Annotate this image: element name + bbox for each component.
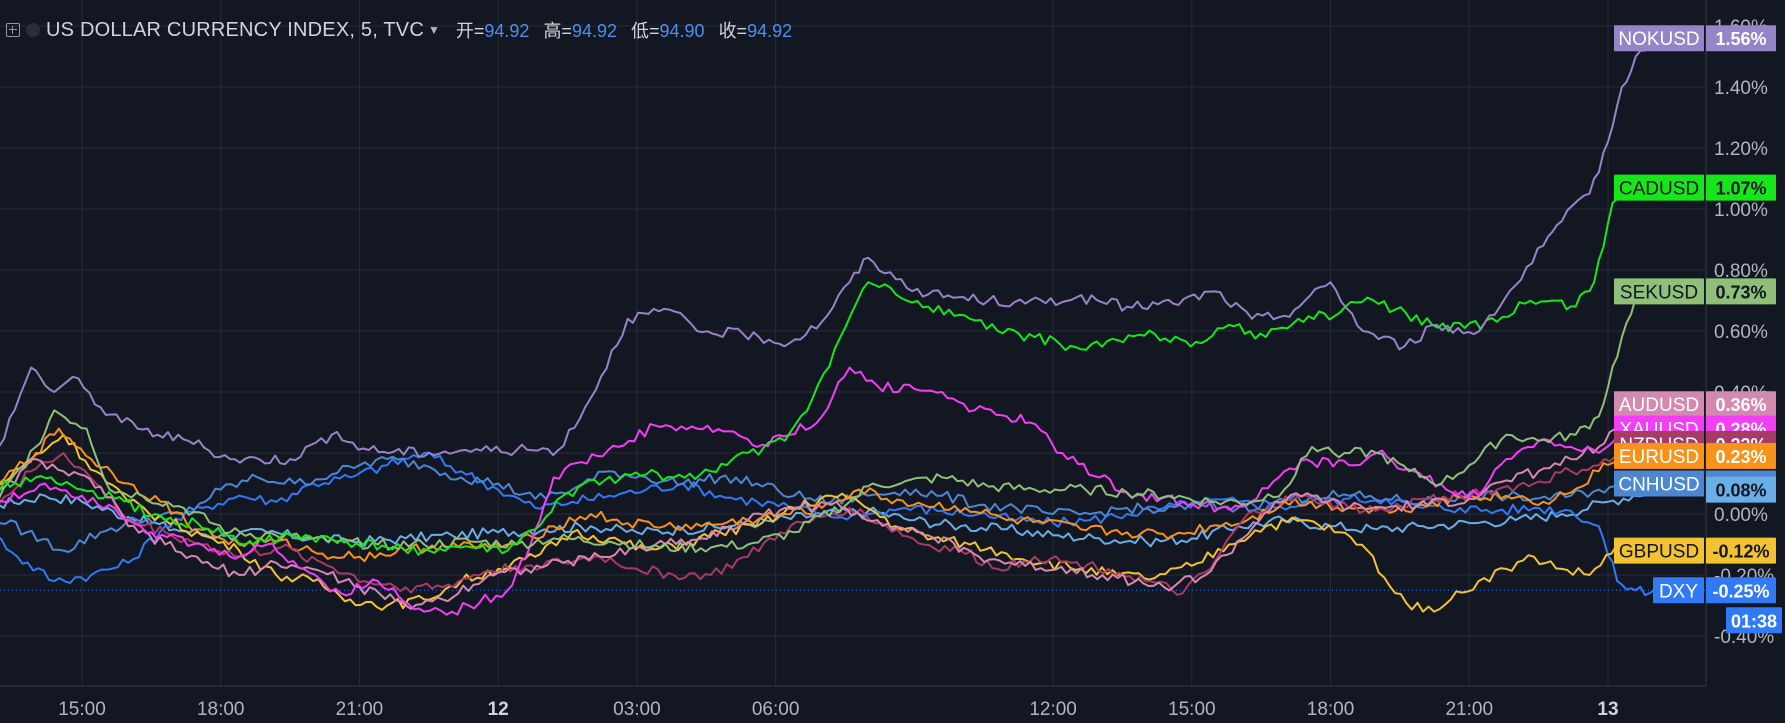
price-label-value: 0.23%: [1715, 447, 1766, 467]
series-line-cadusd: [0, 177, 1656, 556]
expand-icon[interactable]: [6, 23, 20, 37]
price-label-name: SEKUSD: [1620, 282, 1698, 303]
x-tick-label: 18:00: [197, 699, 245, 720]
ohlc-open-label: 开=: [455, 21, 485, 41]
countdown-text: 01:38: [1731, 611, 1777, 631]
ohlc-high-value: 94.92: [571, 21, 617, 41]
price-label-name: NOKUSD: [1618, 29, 1699, 50]
price-label-value: 0.08%: [1715, 481, 1766, 501]
ohlc-close-value: 94.92: [747, 21, 793, 41]
x-tick-label: 03:00: [613, 699, 661, 720]
price-label-name: DXY: [1659, 581, 1698, 602]
x-tick-label: 12: [488, 699, 509, 720]
ohlc-close-label: 收=: [718, 21, 748, 41]
x-tick-label: 21:00: [1445, 699, 1493, 720]
price-label-value: -0.25%: [1712, 581, 1769, 601]
chart-header: US DOLLAR CURRENCY INDEX, 5, TVC ▼ 开=94.…: [6, 18, 792, 42]
series-line-audusd: [0, 403, 1655, 610]
price-label-value: -0.12%: [1712, 542, 1769, 562]
price-label-name: AUDUSD: [1619, 395, 1699, 416]
price-label-sekusd[interactable]: 0.73% SEKUSD: [1614, 278, 1776, 305]
y-tick-label: 1.20%: [1714, 139, 1768, 160]
series-line-xauusd: [0, 366, 1655, 616]
price-label-audusd[interactable]: 0.36% AUDUSD: [1614, 391, 1776, 418]
ohlc-open-value: 94.92: [484, 21, 530, 41]
ohlc-open: 开=94.92: [456, 17, 530, 43]
x-tick-label: 15:00: [58, 699, 106, 720]
symbol-title[interactable]: US DOLLAR CURRENCY INDEX, 5, TVC: [46, 18, 424, 41]
y-tick-label: 1.00%: [1714, 200, 1768, 221]
x-tick-label: 18:00: [1307, 699, 1355, 720]
y-tick-label: 0.80%: [1714, 261, 1768, 282]
series-lines: [0, 37, 1656, 616]
series-line-dxy: [0, 451, 1655, 597]
price-label-nokusd[interactable]: 1.56% NOKUSD: [1614, 25, 1776, 52]
price-label-usdx2[interactable]: 0.08%: [1706, 476, 1776, 503]
ohlc-low-value: 94.90: [659, 21, 705, 41]
countdown-label: 01:38: [1726, 607, 1782, 634]
series-line-nokusd: [0, 37, 1655, 466]
chevron-down-icon[interactable]: ▼: [427, 23, 440, 37]
ohlc-high-label: 高=: [543, 21, 572, 41]
x-axis-labels: 15:00 18:00 21:00 12 03:00 06:00 12:00 15:00 18:…: [58, 699, 1618, 720]
grid: [0, 0, 1706, 686]
price-label-value: 1.56%: [1715, 29, 1766, 49]
x-tick-label: 12:00: [1029, 699, 1077, 720]
x-tick-label: 06:00: [752, 699, 800, 720]
x-tick-label: 13: [1597, 699, 1618, 720]
y-tick-label: 0.60%: [1714, 322, 1768, 343]
price-label-value: 1.07%: [1715, 179, 1766, 199]
price-label-dxy[interactable]: -0.25% DXY: [1653, 577, 1776, 604]
x-tick-label: 21:00: [336, 699, 384, 720]
series-line-sekusd: [0, 286, 1655, 553]
y-tick-label: 1.40%: [1714, 78, 1768, 99]
price-labels: 1.56% NOKUSD 1.07% CADUSD 0.73% SEKUSD 0.36% AU…: [1614, 25, 1776, 604]
price-label-name: EURUSD: [1619, 447, 1699, 468]
x-tick-label: 15:00: [1168, 699, 1216, 720]
price-label-cadusd[interactable]: 1.07% CADUSD: [1614, 174, 1776, 201]
price-label-gbpusd[interactable]: -0.12% GBPUSD: [1614, 537, 1776, 564]
ohlc-high: 高=94.92: [543, 17, 617, 43]
price-label-value: 0.36%: [1715, 395, 1766, 415]
series-line-cnhusd: [0, 455, 1655, 553]
ohlc-low-label: 低=: [631, 21, 660, 41]
ohlc-low: 低=94.90: [631, 17, 705, 43]
price-label-name: CNHUSD: [1618, 475, 1699, 496]
ohlc-values: 开=94.92 高=94.92 低=94.90 收=94.92: [456, 17, 792, 43]
axes: [0, 0, 1707, 687]
price-label-eurusd[interactable]: 0.23% EURUSD: [1614, 443, 1776, 470]
y-tick-label: 0.00%: [1714, 505, 1768, 526]
symbol-dot-icon: [26, 23, 40, 37]
ohlc-close: 收=94.92: [719, 17, 793, 43]
price-label-name: GBPUSD: [1619, 542, 1699, 563]
price-label-value: 0.73%: [1715, 282, 1766, 302]
price-label-name: CADUSD: [1619, 179, 1699, 200]
